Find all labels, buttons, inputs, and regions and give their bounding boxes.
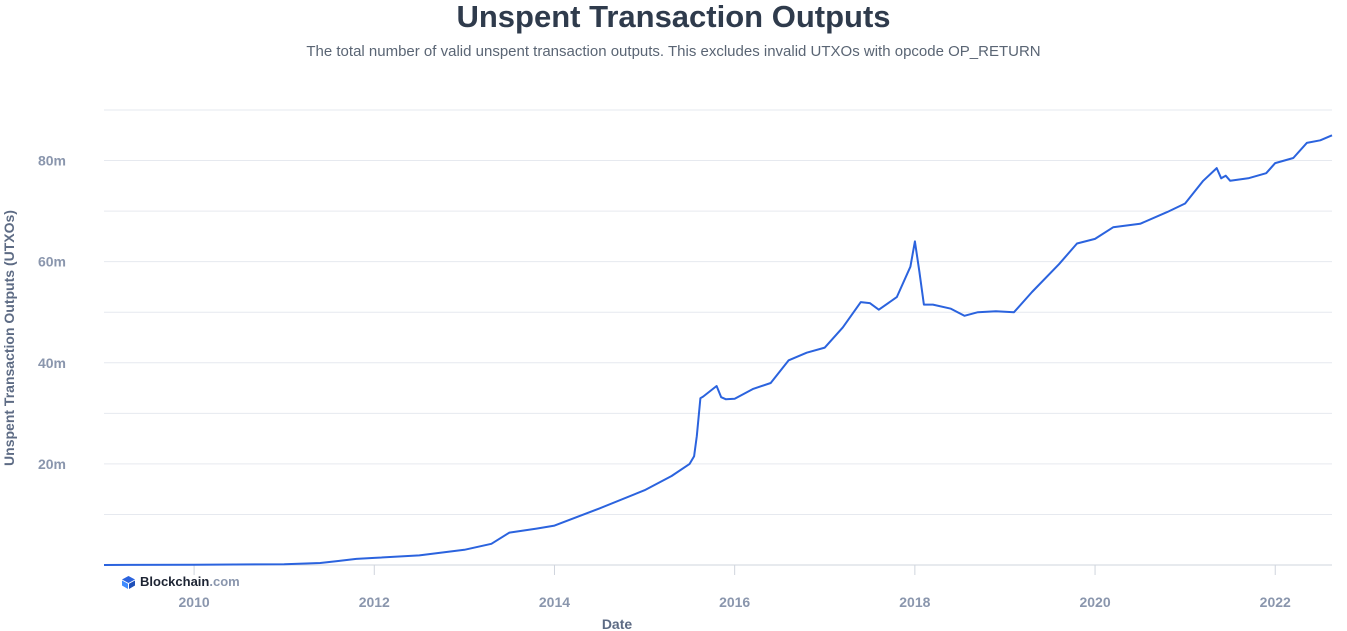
chart-title: Unspent Transaction Outputs bbox=[456, 0, 891, 34]
x-tick-label: 2010 bbox=[179, 594, 210, 610]
utxo-series-line[interactable] bbox=[103, 134, 1333, 566]
blockchain-watermark: Blockchain .com bbox=[121, 574, 240, 590]
y-tick-label: 80m bbox=[38, 153, 66, 169]
x-tick-label: 2020 bbox=[1079, 594, 1110, 610]
x-tick-label: 2022 bbox=[1260, 594, 1291, 610]
x-tick-label: 2014 bbox=[539, 594, 570, 610]
y-axis-ticks: 20m 40m 60m 80m bbox=[38, 153, 66, 472]
x-axis-ticks: 2010 2012 2014 2016 2018 2020 2022 bbox=[179, 565, 1291, 610]
y-tick-label: 40m bbox=[38, 355, 66, 371]
y-tick-label: 60m bbox=[38, 254, 66, 270]
gridlines bbox=[104, 109, 1332, 515]
blockchain-logo-icon bbox=[122, 575, 135, 589]
x-tick-label: 2012 bbox=[359, 594, 390, 610]
chart-subtitle: The total number of valid unspent transa… bbox=[306, 43, 1041, 60]
watermark-brand: Blockchain bbox=[140, 574, 210, 589]
x-tick-label: 2018 bbox=[899, 594, 930, 610]
x-axis-label: Date bbox=[602, 616, 633, 631]
x-tick-label: 2016 bbox=[719, 594, 750, 610]
watermark-tld: .com bbox=[209, 574, 240, 589]
y-tick-label: 20m bbox=[38, 456, 66, 472]
y-axis-label: Unspent Transaction Outputs (UTXOs) bbox=[1, 210, 17, 466]
